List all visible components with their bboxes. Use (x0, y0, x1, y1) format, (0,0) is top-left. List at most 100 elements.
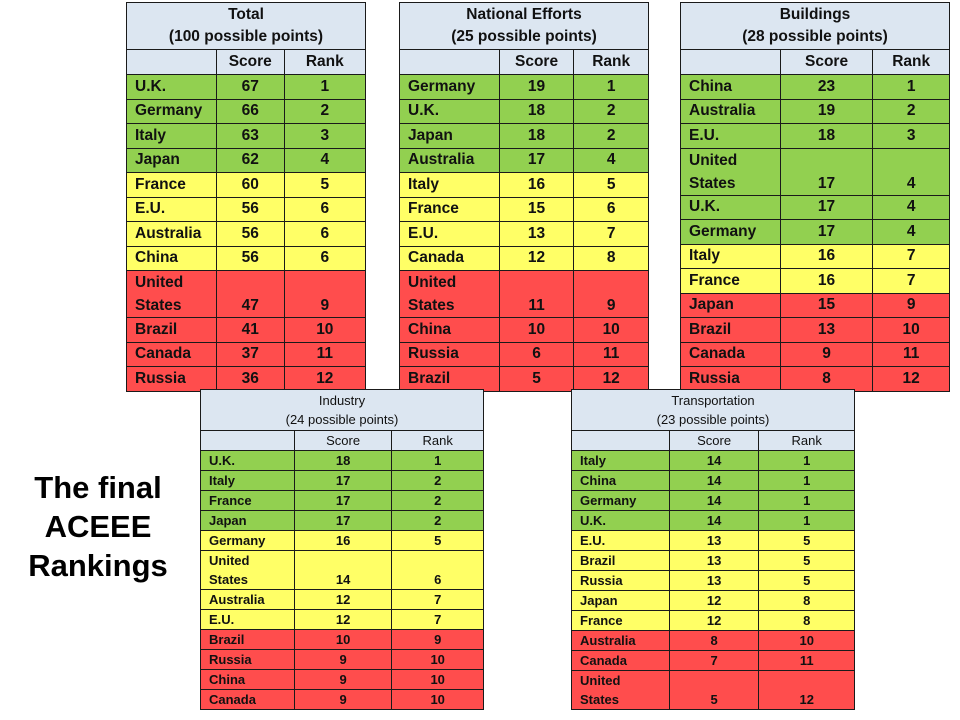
rank-cell: 2 (573, 123, 649, 149)
table-row: France 17 2 (200, 490, 484, 511)
country-cell: Japan (680, 292, 781, 318)
table-row: China 56 6 (126, 245, 367, 271)
col-header-rank: Rank (758, 430, 855, 451)
country-cell: Australia (680, 98, 781, 124)
score-cell: 8 (779, 366, 874, 392)
table-row: Australia 8 10 (571, 630, 855, 651)
table-row: Germany 19 1 (399, 74, 649, 100)
country-cell: Japan (571, 590, 670, 611)
score-cell: 14 (668, 450, 760, 471)
country-cell: Italy (680, 243, 781, 269)
country-cell: Italy (200, 470, 295, 491)
rank-cell: 7 (573, 221, 649, 247)
score-cell: 66 (215, 98, 285, 124)
score-cell: 23 (779, 74, 874, 100)
table-header: Total (100 possible points) (126, 2, 366, 50)
rank-cell: 6 (573, 196, 649, 222)
table-row: Australia 12 7 (200, 589, 484, 610)
table-row: Italy 14 1 (571, 450, 855, 471)
country-cell: Canada (680, 341, 781, 367)
country-cell: China (399, 317, 500, 343)
table-row: Brazil 10 9 (200, 629, 484, 650)
table-subtitle: (28 possible points) (742, 28, 888, 45)
score-cell: 15 (498, 196, 575, 222)
country-cell: Russia (399, 341, 500, 367)
country-cell: United States (680, 147, 781, 196)
score-cell: 16 (498, 172, 575, 198)
score-cell: 41 (215, 317, 285, 343)
rank-cell: 6 (283, 245, 367, 271)
col-header-score: Score (779, 49, 874, 75)
rank-cell: 4 (872, 219, 950, 245)
score-cell: 17 (779, 219, 874, 245)
score-cell: 63 (215, 123, 285, 149)
country-cell: U.K. (200, 450, 295, 471)
score-cell: 60 (215, 172, 285, 198)
table-row: Australia 17 4 (399, 147, 649, 173)
rank-cell: 7 (391, 589, 484, 610)
score-cell: 14 (668, 510, 760, 531)
country-cell: France (680, 268, 781, 294)
score-cell: 13 (779, 317, 874, 343)
rank-cell: 2 (391, 490, 484, 511)
table-row: E.U. 12 7 (200, 609, 484, 630)
table-row: U.K. 18 1 (200, 450, 484, 471)
rank-cell: 11 (283, 341, 367, 367)
country-cell: Russia (680, 366, 781, 392)
rank-cell: 3 (872, 123, 950, 149)
rank-cell: 1 (283, 74, 367, 100)
score-cell: 10 (293, 629, 393, 650)
rank-cell: 12 (283, 366, 367, 392)
table-row: Canada 37 11 (126, 341, 367, 367)
table-row: U.K. 18 2 (399, 98, 649, 124)
score-cell: 14 (293, 550, 393, 590)
country-cell: Russia (200, 649, 295, 670)
table-row: Australia 56 6 (126, 221, 367, 247)
table-row: Canada 9 11 (680, 341, 950, 367)
rank-cell: 2 (391, 510, 484, 531)
col-header-score: Score (668, 430, 760, 451)
country-cell: Russia (126, 366, 217, 392)
table-row: United States 14 6 (200, 550, 484, 590)
table-header: Transportation (23 possible points) (571, 389, 855, 431)
table-row: China 23 1 (680, 74, 950, 100)
rank-cell: 10 (283, 317, 367, 343)
table-row: Germany 16 5 (200, 530, 484, 551)
rank-cell: 6 (391, 550, 484, 590)
score-cell: 17 (293, 490, 393, 511)
score-cell: 67 (215, 74, 285, 100)
rank-cell: 4 (872, 194, 950, 220)
rank-cell: 11 (758, 650, 855, 671)
country-cell: United States (399, 270, 500, 318)
table-row: Italy 63 3 (126, 123, 367, 149)
score-cell: 17 (498, 147, 575, 173)
rank-cell: 12 (573, 366, 649, 392)
score-cell: 9 (293, 669, 393, 690)
table-header: Industry (24 possible points) (200, 389, 484, 431)
country-cell: Italy (126, 123, 217, 149)
table-row: E.U. 13 5 (571, 530, 855, 551)
country-cell: Canada (571, 650, 670, 671)
rank-cell: 10 (872, 317, 950, 343)
table-row: United States 5 12 (571, 670, 855, 710)
score-cell: 13 (668, 530, 760, 551)
score-cell: 6 (498, 341, 575, 367)
country-cell: U.K. (399, 98, 500, 124)
score-cell: 9 (293, 689, 393, 710)
country-cell: France (399, 196, 500, 222)
score-cell: 56 (215, 221, 285, 247)
table-row: Italy 16 7 (680, 243, 950, 269)
score-cell: 15 (779, 292, 874, 318)
rank-cell: 6 (283, 221, 367, 247)
table-row: E.U. 13 7 (399, 221, 649, 247)
col-header-country (571, 430, 670, 451)
country-cell: Brazil (200, 629, 295, 650)
rank-cell: 3 (283, 123, 367, 149)
rank-cell: 5 (391, 530, 484, 551)
table-row: Japan 15 9 (680, 292, 950, 318)
table-row: United States 47 9 (126, 270, 367, 318)
score-cell: 17 (293, 510, 393, 531)
col-header-country (680, 49, 781, 75)
table-row: Brazil 13 5 (571, 550, 855, 571)
col-header-score: Score (293, 430, 393, 451)
